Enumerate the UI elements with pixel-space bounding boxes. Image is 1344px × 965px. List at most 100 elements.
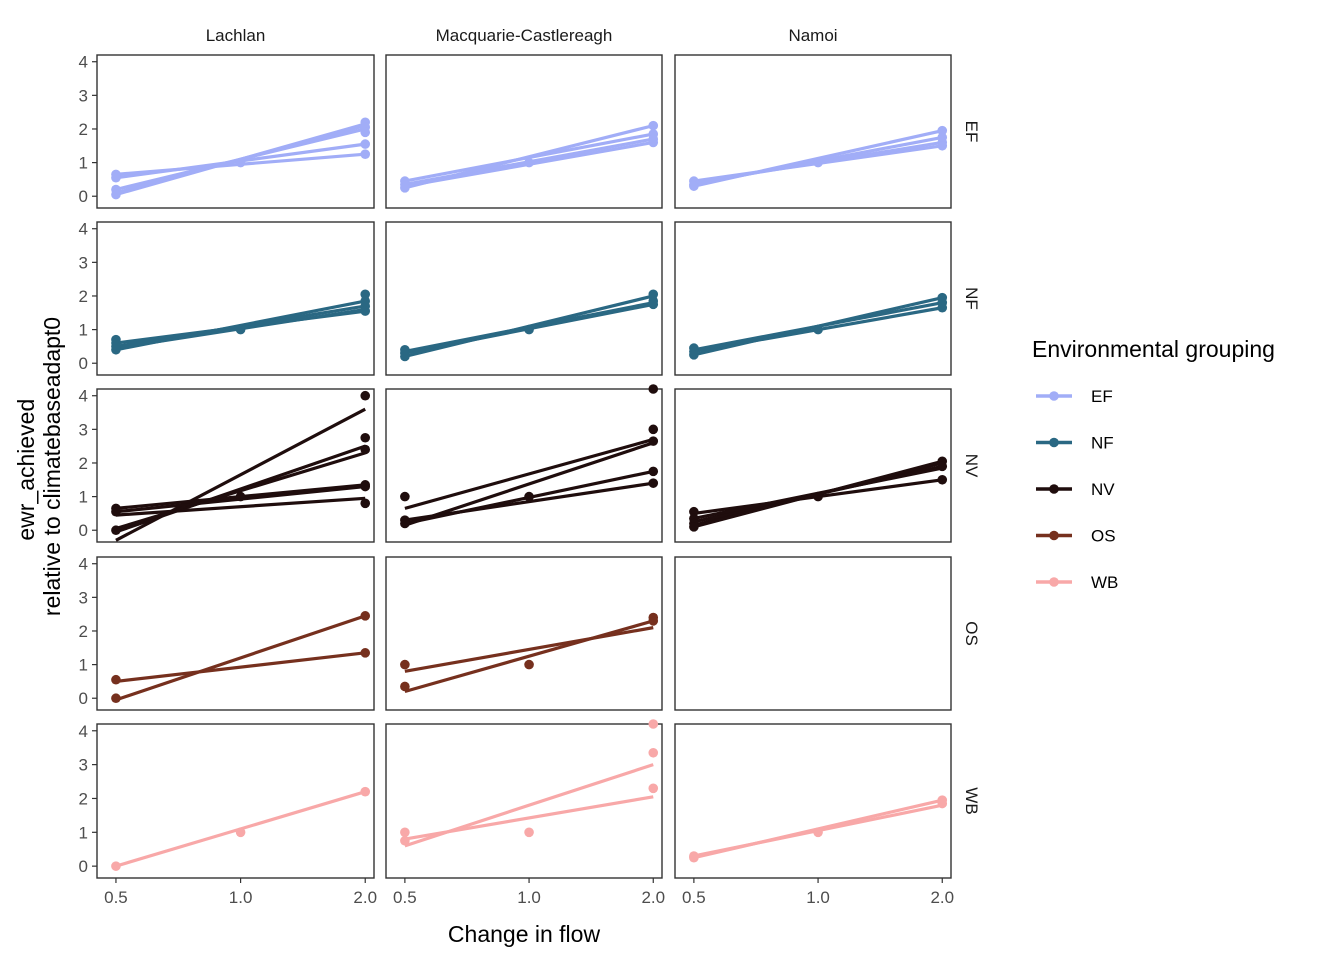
data-point: [648, 424, 659, 435]
panel-border: [96, 221, 375, 376]
data-point: [111, 506, 121, 517]
data-point: [648, 478, 659, 488]
data-point: [111, 525, 121, 536]
data-point: [111, 189, 121, 200]
data-point: [813, 491, 823, 502]
panels-layer: Lachlan Macquarie-Castlereagh Namoi EF NF NV O…: [79, 26, 981, 907]
data-point: [400, 183, 410, 193]
y-tick-label: 3: [79, 253, 88, 272]
column-strip-label: Namoi: [788, 26, 837, 45]
x-tick-label: 0.5: [104, 888, 128, 907]
y-tick-label: 0: [79, 857, 88, 876]
y-tick-label: 1: [79, 823, 88, 842]
legend-item: EF: [1036, 387, 1113, 406]
data-point: [937, 474, 948, 485]
data-point: [648, 616, 659, 626]
data-point: [648, 783, 659, 794]
fit-line: [404, 626, 654, 673]
data-point: [937, 125, 948, 136]
data-point: [648, 384, 659, 394]
y-tick-label: 2: [79, 454, 88, 473]
data-point: [689, 350, 699, 360]
data-point: [400, 351, 410, 362]
data-point: [111, 172, 121, 183]
data-point: [400, 518, 410, 529]
x-tick-label: 2.0: [641, 888, 665, 907]
facet-panel: 0 1 2 3 4: [79, 387, 375, 543]
data-point: [689, 181, 699, 191]
panel-border: [385, 723, 663, 879]
data-point: [689, 852, 699, 863]
fit-line: [115, 496, 366, 517]
y-axis-title-line-1: ewr_achieved: [13, 399, 39, 541]
facet-panel: [674, 556, 952, 711]
legend-label: EF: [1091, 387, 1113, 406]
facet-panel: [385, 221, 663, 376]
legend-item: NV: [1036, 480, 1115, 499]
fit-line: [404, 795, 654, 841]
facet-panel: [674, 388, 952, 543]
data-point: [524, 827, 534, 838]
legend-title: Environmental grouping: [1032, 336, 1275, 362]
x-tick-label: 1.0: [229, 888, 253, 907]
row-strip-label: EF: [962, 121, 981, 143]
legend-label: OS: [1091, 527, 1116, 546]
facet-panel: 0 1 2 3 4: [79, 555, 375, 711]
data-point: [689, 506, 699, 517]
fit-line: [404, 441, 654, 527]
y-tick-label: 0: [79, 354, 88, 373]
data-point: [648, 466, 659, 477]
facet-panel: [385, 384, 663, 543]
fit-line: [404, 437, 654, 510]
data-point: [937, 461, 948, 472]
data-point: [360, 149, 371, 159]
y-tick-label: 2: [79, 789, 88, 808]
data-point: [360, 648, 371, 658]
legend-item: WB: [1036, 573, 1118, 592]
y-tick-label: 2: [79, 622, 88, 641]
data-point: [648, 747, 659, 758]
column-strip-label: Macquarie-Castlereagh: [436, 26, 613, 45]
fit-line: [404, 619, 654, 694]
x-tick-label: 0.5: [393, 888, 417, 907]
data-point: [360, 139, 371, 149]
y-tick-label: 3: [79, 756, 88, 775]
data-point: [360, 390, 371, 401]
y-tick-label: 4: [79, 220, 88, 239]
facet-panel: [674, 54, 952, 209]
data-point: [648, 120, 659, 131]
data-point: [360, 289, 371, 300]
legend-key-point: [1049, 530, 1059, 541]
data-point: [360, 498, 371, 509]
data-point: [111, 861, 121, 871]
data-point: [689, 522, 699, 532]
data-point: [360, 127, 371, 138]
data-point: [937, 140, 948, 151]
data-point: [235, 827, 246, 838]
legend-label: NV: [1091, 480, 1115, 499]
row-strip-label: WB: [962, 787, 981, 814]
legend-items: EF NF NV OS WB: [1036, 387, 1118, 592]
data-point: [648, 436, 659, 446]
y-tick-label: 4: [79, 722, 88, 741]
panel-border: [674, 54, 952, 209]
panel-border: [96, 723, 375, 879]
data-point: [813, 827, 823, 838]
row-strip-label: NF: [962, 287, 981, 310]
x-tick-label: 2.0: [930, 888, 954, 907]
legend: Environmental grouping EF NF NV OS WB: [1032, 336, 1275, 592]
y-tick-label: 1: [79, 154, 88, 173]
x-tick-label: 0.5: [682, 888, 706, 907]
data-point: [400, 827, 410, 838]
data-point: [648, 719, 659, 729]
fit-line: [115, 451, 366, 531]
y-tick-label: 0: [79, 521, 88, 540]
data-point: [524, 157, 534, 168]
y-tick-label: 3: [79, 588, 88, 607]
column-strip-label: Lachlan: [206, 26, 266, 45]
facet-panel: 0 1 2 3 4 0.5 1.0 2.0: [79, 722, 378, 907]
row-strip-label: NV: [962, 454, 981, 478]
legend-label: NF: [1091, 434, 1114, 453]
